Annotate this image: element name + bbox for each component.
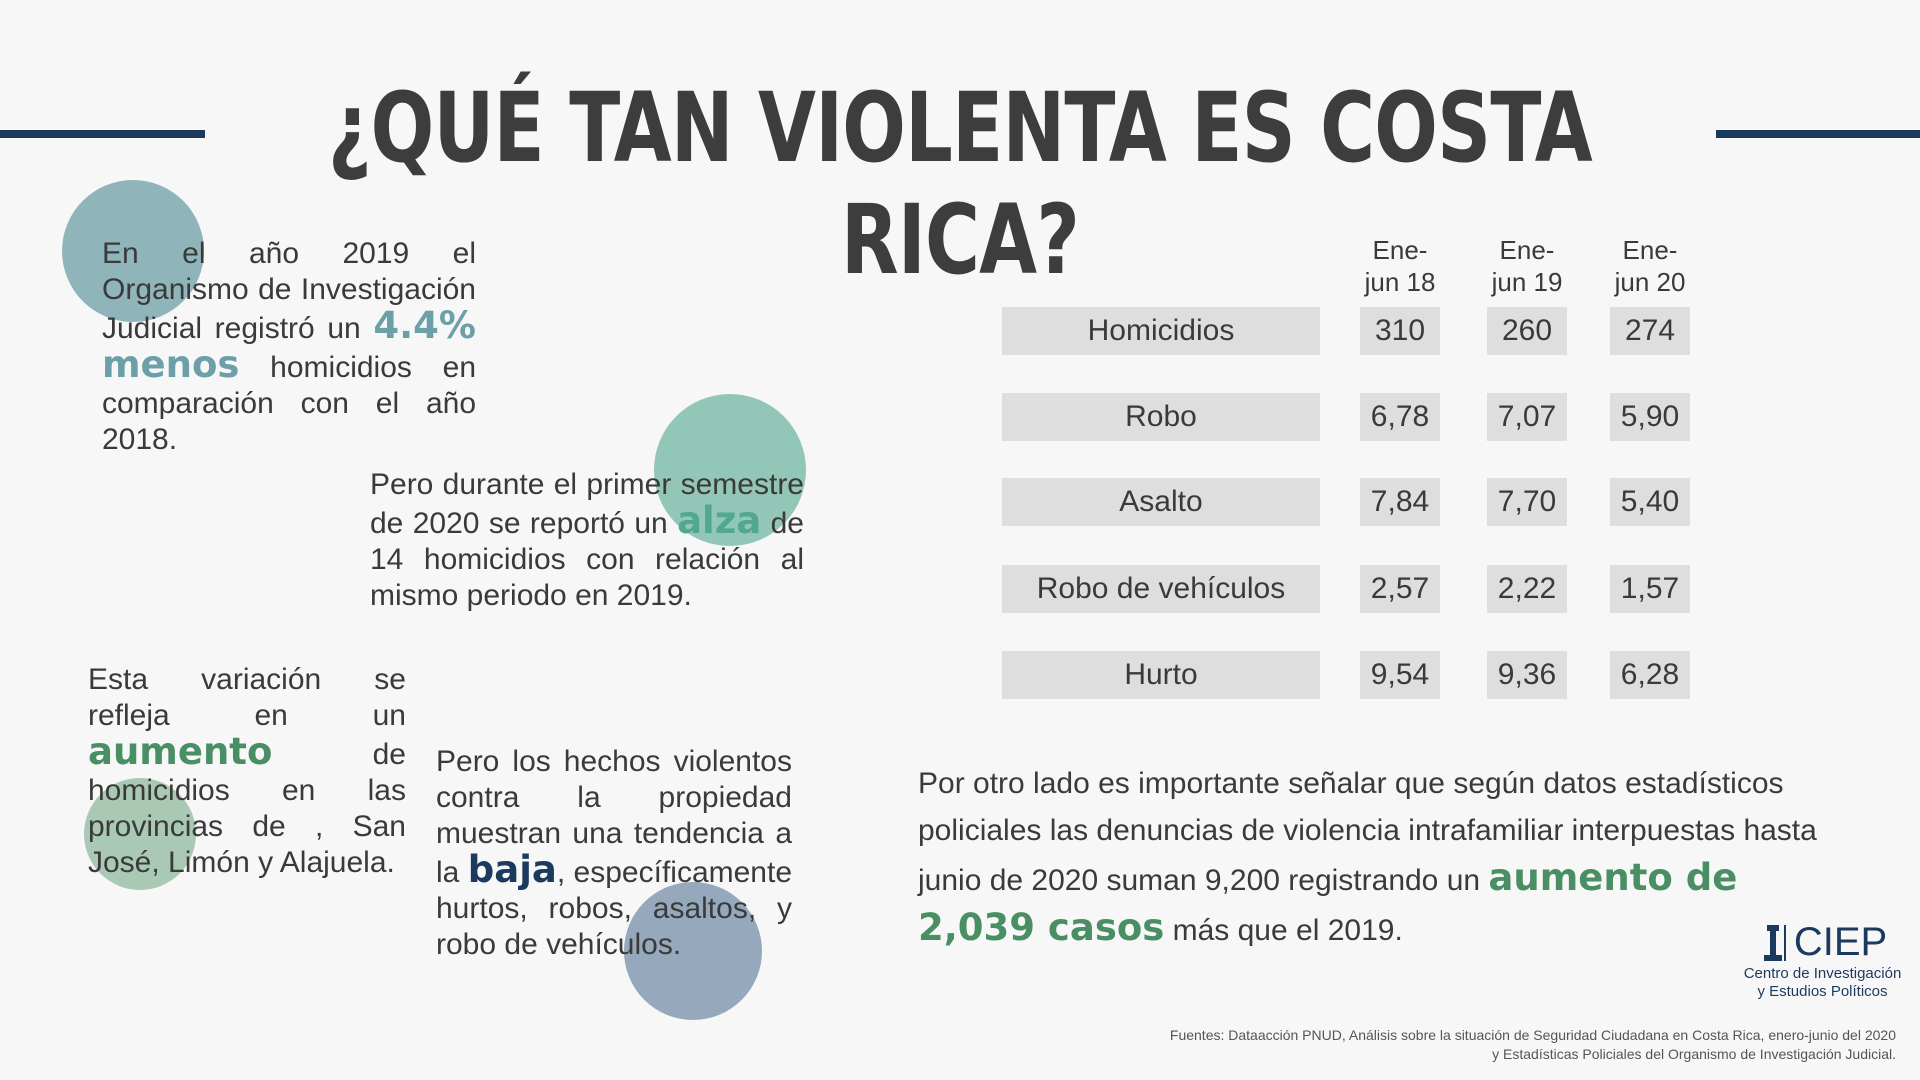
paragraph-text: Pero durante el primer semestre de 2020 … [370,468,804,540]
logo-subtitle-line1: Centro de Investigación [1743,965,1902,982]
cell-homicidios-2019: 260 [1487,307,1567,355]
row-label-hurto: Hurto [1002,651,1320,699]
highlight-text: aumento [88,730,273,773]
paragraph-text: homicidios en comparación con el año 201… [102,351,476,456]
cell-robo-de-vehiculos-2020: 1,57 [1610,565,1690,613]
logo-subtitle-line2: y Estudios Políticos [1757,983,1888,1000]
sources-line1: Fuentes: Dataacción PNUD, Análisis sobre… [1169,1027,1896,1043]
cell-robo-de-vehiculos-2018: 2,57 [1360,565,1440,613]
decorative-circle-mint [654,394,806,546]
paragraph-homicides-2019: En el año 2019 el Organismo de Investiga… [102,236,476,458]
sources-line2: y Estadísticas Policiales del Organismo … [1492,1046,1896,1062]
logo-name: CIEP [1793,920,1888,964]
cell-homicidios-2018: 310 [1360,307,1440,355]
ciep-logo: CIEP Centro de Investigación y Estudios … [1730,920,1915,1001]
decorative-circle-teal [62,180,204,322]
paragraph-text: , específicamente hurtos, robos, asaltos… [436,856,793,961]
row-label-robo: Robo [1002,393,1320,441]
paragraph-text: Pero los hechos violentos contra la prop… [436,745,792,889]
column-header-2020: Ene- jun 20 [1614,235,1686,297]
highlight-text: aumento de 2,039 casos [918,856,1738,949]
ciep-emblem-icon [1763,924,1786,961]
cell-homicidios-2020: 274 [1610,307,1690,355]
paragraph-homicides-2020: Pero durante el primer semestre de 2020 … [370,467,804,614]
sources-footnote: Fuentes: Dataacción PNUD, Análisis sobre… [796,1026,1896,1064]
paragraph-text: En el año 2019 el Organismo de Investiga… [102,237,476,345]
paragraph-provinces: Esta variación se refleja en un aumento … [88,662,406,881]
cell-asalto-2020: 5,40 [1610,478,1690,526]
paragraph-text: de 14 homicidios con relación al mismo p… [370,507,804,612]
cell-robo-2020: 5,90 [1610,393,1690,441]
note-text: Por otro lado es importante señalar que … [918,767,1817,897]
domestic-violence-note: Por otro lado es importante señalar que … [918,760,1836,954]
decorative-circle-sage [84,778,196,890]
highlight-text: 4.4% menos [102,304,476,386]
cell-hurto-2018: 9,54 [1360,651,1440,699]
cell-asalto-2018: 7,84 [1360,478,1440,526]
column-header-2019: Ene- jun 19 [1491,235,1563,297]
row-label-homicidios: Homicidios [1002,307,1320,355]
right-title-rule [1716,130,1920,138]
column-header-2018: Ene- jun 18 [1364,235,1436,297]
note-text: más que el 2019. [1164,914,1403,947]
left-title-rule [0,130,205,138]
row-label-robo-de-vehiculos: Robo de vehículos [1002,565,1320,613]
page-title: ¿QUÉ TAN VIOLENTA ES COSTA RICA? [328,72,1593,296]
cell-asalto-2019: 7,70 [1487,478,1567,526]
paragraph-text: Esta variación se refleja en un [88,663,406,732]
paragraph-text: de homicidios en las provincias de , San… [88,738,406,879]
row-label-asalto: Asalto [1002,478,1320,526]
cell-robo-2019: 7,07 [1487,393,1567,441]
highlight-text: baja [467,848,557,891]
highlight-text: alza [677,499,762,542]
decorative-circle-slate [624,882,762,1020]
cell-hurto-2020: 6,28 [1610,651,1690,699]
cell-hurto-2019: 9,36 [1487,651,1567,699]
cell-robo-2018: 6,78 [1360,393,1440,441]
cell-robo-de-vehiculos-2019: 2,22 [1487,565,1567,613]
paragraph-property-crimes: Pero los hechos violentos contra la prop… [436,744,792,963]
